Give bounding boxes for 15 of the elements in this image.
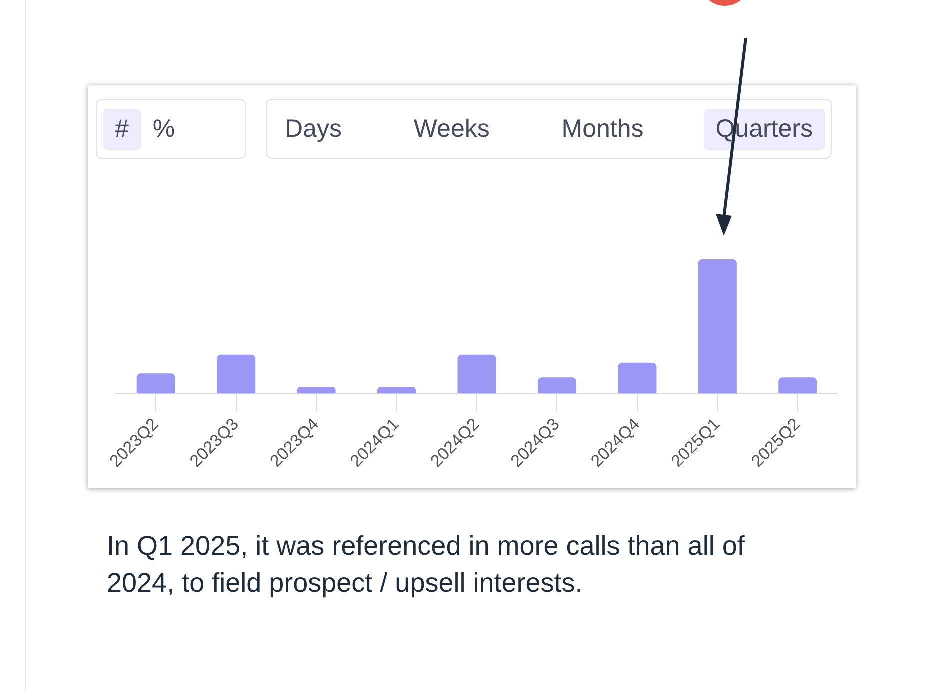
text: In Q1 2025, it was referenced in more calls than all of 2024, to field prospect / upsell interests. [107,530,746,600]
text: % [152,114,176,144]
bar [136,374,176,394]
text: Days [284,114,343,144]
bar [378,387,416,394]
bar [618,362,657,394]
bar [778,378,818,394]
text: Weeks [412,114,491,144]
bar [217,354,256,394]
bar [297,387,336,394]
text: # [103,108,141,150]
bar [458,354,496,394]
bar [538,378,576,394]
text: Months [560,114,645,144]
bar [698,259,737,394]
